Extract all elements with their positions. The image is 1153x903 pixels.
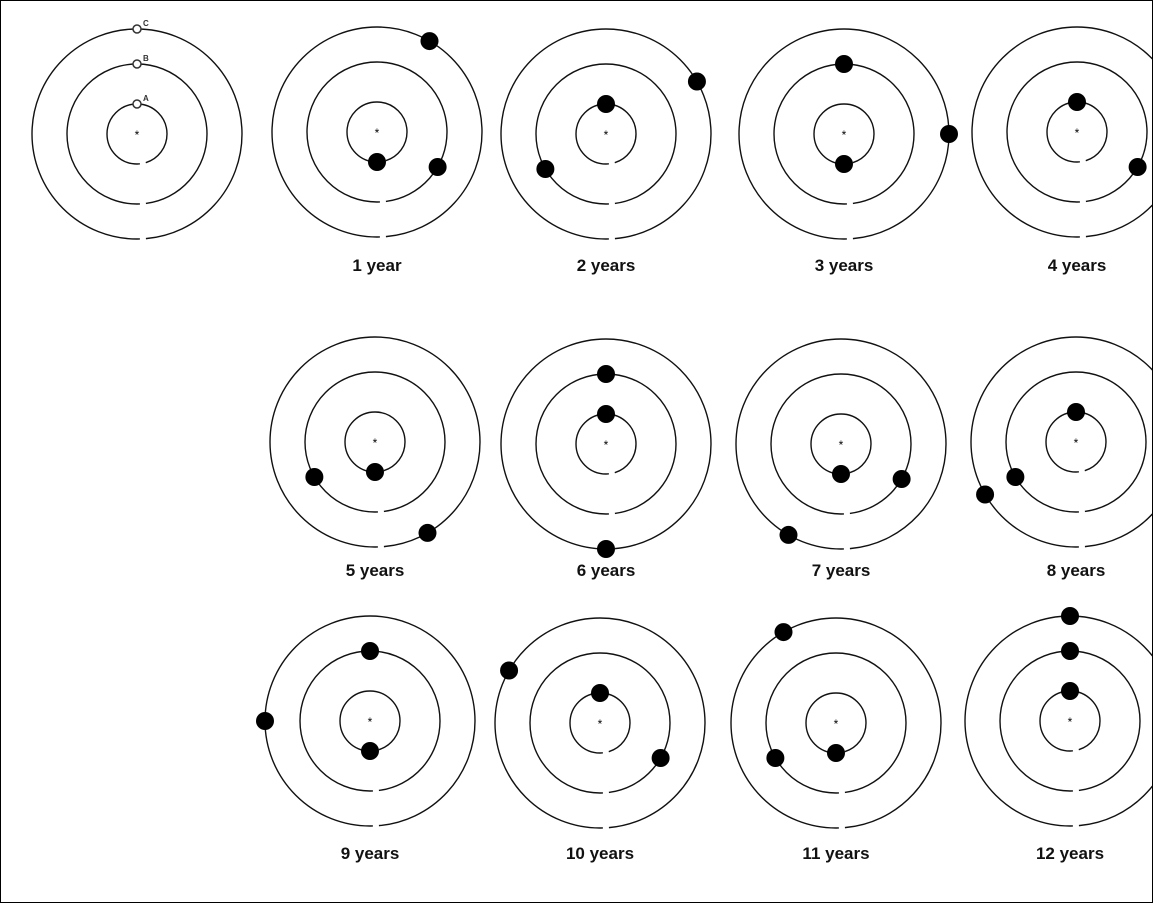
orbit-ring [304, 371, 446, 513]
orbit-ring [730, 617, 942, 829]
orbit-ring [535, 63, 677, 205]
orbit-ring [971, 26, 1152, 238]
planet [597, 405, 615, 423]
star: * [834, 717, 839, 731]
planet [827, 744, 845, 762]
planet [597, 95, 615, 113]
orbit-ring [269, 336, 481, 548]
planet-marker [132, 99, 142, 109]
planet [1061, 607, 1079, 625]
planet [940, 125, 958, 143]
orbit-ring [494, 617, 706, 829]
planet [976, 485, 995, 504]
planet [361, 742, 379, 760]
planet [597, 365, 615, 383]
orbit-ring [1005, 371, 1147, 513]
planet [591, 684, 609, 702]
planet [366, 463, 384, 481]
planet [835, 155, 853, 173]
planet [1067, 403, 1085, 421]
planet [418, 523, 437, 542]
panel-label: 2 years [577, 256, 636, 275]
panel-label: 12 years [1036, 844, 1104, 863]
planet [687, 72, 706, 91]
planet [1006, 468, 1025, 486]
planet-label: A [143, 94, 149, 103]
star: * [368, 715, 373, 729]
panel-label: 4 years [1048, 256, 1107, 275]
planet [597, 540, 615, 558]
panel-label: 3 years [815, 256, 874, 275]
star: * [604, 438, 609, 452]
planet-marker [132, 24, 142, 34]
star: * [135, 128, 140, 142]
planet [1061, 642, 1079, 660]
planet [361, 642, 379, 660]
planet [1068, 93, 1086, 111]
planet [832, 465, 850, 483]
star: * [839, 438, 844, 452]
orbit-ring [529, 652, 671, 794]
orbit-ring [765, 652, 907, 794]
planet [428, 158, 447, 176]
planet [766, 749, 785, 767]
planet-label: B [143, 54, 149, 63]
orbit-ring [500, 28, 712, 240]
planet [892, 470, 911, 488]
planet [835, 55, 853, 73]
orbit-ring [306, 61, 448, 203]
star: * [373, 436, 378, 450]
panel-label: 9 years [341, 844, 400, 863]
panel-label: 10 years [566, 844, 634, 863]
star: * [1074, 436, 1079, 450]
orbit-ring [1006, 61, 1148, 203]
planet [1128, 158, 1147, 176]
star: * [1068, 715, 1073, 729]
star: * [375, 126, 380, 140]
planet [774, 623, 793, 642]
planet [536, 160, 555, 178]
star: * [604, 128, 609, 142]
planet [305, 468, 324, 486]
planet [368, 153, 386, 171]
planet-label: C [143, 19, 149, 28]
panel-label: 7 years [812, 561, 871, 580]
orbit-ring [271, 26, 483, 238]
orbit-ring [970, 336, 1152, 548]
planet-marker [132, 59, 142, 69]
star: * [1075, 126, 1080, 140]
star: * [598, 717, 603, 731]
panel-label: 6 years [577, 561, 636, 580]
planet [500, 661, 519, 680]
orbit-ring [770, 373, 912, 515]
panel-label: 1 year [352, 256, 402, 275]
panel-label: 5 years [346, 561, 405, 580]
orbit-ring [964, 615, 1152, 827]
planet [651, 749, 670, 767]
star: * [842, 128, 847, 142]
panel-label: 8 years [1047, 561, 1106, 580]
panel-label: 11 years [802, 844, 869, 863]
planet [779, 525, 798, 544]
planet [420, 32, 439, 51]
planet [256, 712, 274, 730]
planet [1061, 682, 1079, 700]
orbit-ring [735, 338, 947, 550]
